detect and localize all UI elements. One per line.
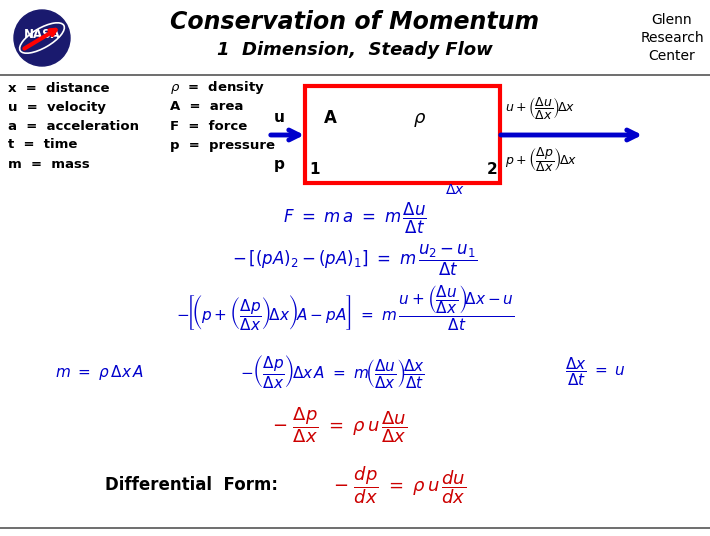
Text: $\Delta x$: $\Delta x$ [445,183,465,197]
Text: Conservation of Momentum: Conservation of Momentum [170,10,540,34]
Text: F  =  force: F = force [170,120,247,132]
Text: 2: 2 [486,162,498,177]
Text: $m\ =\ \rho\,\Delta x\,A$: $m\ =\ \rho\,\Delta x\,A$ [55,362,144,382]
Text: m  =  mass: m = mass [8,158,89,170]
Text: 1  Dimension,  Steady Flow: 1 Dimension, Steady Flow [217,41,493,59]
Text: $-\left(\dfrac{\Delta p}{\Delta x}\right)\!\Delta x\,A\ =\ m\!\left(\dfrac{\Delt: $-\left(\dfrac{\Delta p}{\Delta x}\right… [240,354,425,391]
Text: $\rho$: $\rho$ [413,111,427,129]
Text: 1: 1 [310,162,320,177]
Text: $p + \left(\dfrac{\Delta p}{\Delta x}\right)\!\Delta x$: $p + \left(\dfrac{\Delta p}{\Delta x}\ri… [505,146,577,174]
Text: p: p [273,158,285,173]
Text: $-\!\left[\!\left(p + \left(\dfrac{\Delta p}{\Delta x}\right)\!\Delta x\right)\!: $-\!\left[\!\left(p + \left(\dfrac{\Delt… [175,283,514,333]
Text: $-\,\left[\left(pA\right)_2 - \left(pA\right)_1\right]\ =\ m\,\dfrac{u_2 - u_1}{: $-\,\left[\left(pA\right)_2 - \left(pA\r… [232,242,478,278]
Text: Differential  Form:: Differential Form: [105,476,278,494]
Text: A: A [324,109,337,127]
Text: a  =  acceleration: a = acceleration [8,120,139,132]
Text: Glenn
Research
Center: Glenn Research Center [640,13,704,63]
Text: A  =  area: A = area [170,101,244,114]
Circle shape [14,10,70,66]
Text: $u + \left(\dfrac{\Delta u}{\Delta x}\right)\!\Delta x$: $u + \left(\dfrac{\Delta u}{\Delta x}\ri… [505,95,576,121]
Text: x  =  distance: x = distance [8,81,109,94]
Text: $-\ \dfrac{dp}{dx}\ =\ \rho\, u\,\dfrac{du}{dx}$: $-\ \dfrac{dp}{dx}\ =\ \rho\, u\,\dfrac{… [333,464,466,506]
Text: u  =  velocity: u = velocity [8,101,106,114]
Bar [305,86,500,183]
Text: $\dfrac{\Delta x}{\Delta t}\ =\ u$: $\dfrac{\Delta x}{\Delta t}\ =\ u$ [565,355,626,389]
Text: $F\ =\ m\,a\ =\ m\,\dfrac{\Delta u}{\Delta t}$: $F\ =\ m\,a\ =\ m\,\dfrac{\Delta u}{\Del… [283,200,427,236]
Text: $-\ \dfrac{\Delta p}{\Delta x}\ =\ \rho\, u\,\dfrac{\Delta u}{\Delta x}$: $-\ \dfrac{\Delta p}{\Delta x}\ =\ \rho\… [273,405,408,445]
Text: NASA: NASA [23,27,60,41]
Text: t  =  time: t = time [8,138,77,152]
Text: p  =  pressure: p = pressure [170,138,275,152]
Text: u: u [273,110,285,125]
Text: $\rho$  =  density: $\rho$ = density [170,79,265,96]
